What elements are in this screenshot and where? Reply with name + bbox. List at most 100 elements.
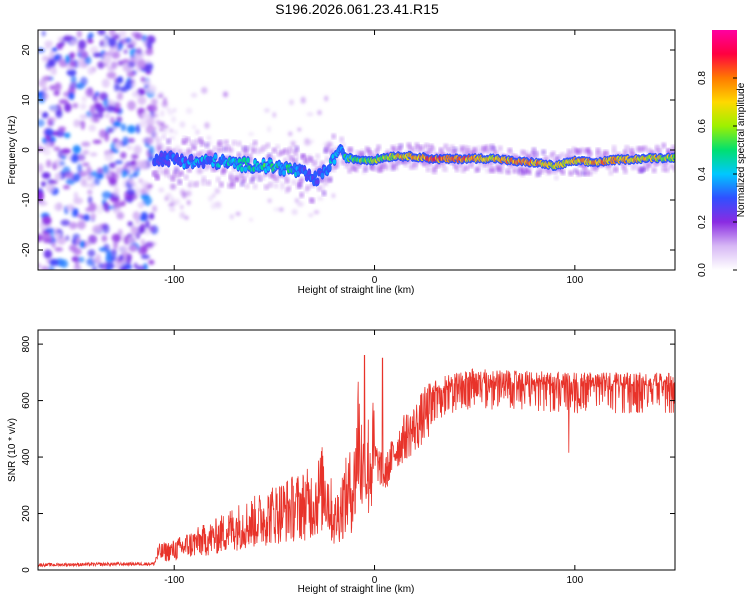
y-tick-label: 0 <box>21 147 32 153</box>
noise-cell <box>102 202 109 212</box>
y-tick-label: -10 <box>21 192 32 207</box>
noise-cell <box>108 128 113 133</box>
noise-cell <box>145 48 154 56</box>
y-tick-label: 0 <box>21 567 32 573</box>
ridge-halo-cell <box>672 165 675 172</box>
ridge-halo-cell <box>294 154 300 161</box>
noise-cell <box>127 137 135 143</box>
noise-cell <box>116 116 123 123</box>
ridge-halo-cell <box>664 166 670 173</box>
ridge-halo-cell <box>412 163 418 170</box>
noise-cell <box>152 103 158 110</box>
noise-cell <box>190 92 198 98</box>
noise-cell <box>140 76 146 83</box>
noise-cell <box>89 104 96 115</box>
noise-cell <box>145 220 150 229</box>
noise-cell <box>300 96 306 104</box>
noise-cell <box>99 39 105 47</box>
noise-cell <box>82 149 90 155</box>
noise-cell <box>65 235 70 241</box>
noise-cell <box>38 142 42 148</box>
noise-cell <box>264 108 270 113</box>
noise-cell <box>61 148 71 154</box>
ridge-halo-cell <box>432 168 438 175</box>
noise-cell <box>89 152 98 157</box>
noise-cell <box>77 220 86 230</box>
noise-cell <box>38 147 45 152</box>
ridge-halo-cell <box>534 151 540 158</box>
ridge-halo-cell <box>384 164 390 171</box>
noise-cell <box>108 162 117 169</box>
noise-cell <box>38 262 42 269</box>
ridge-halo-cell <box>275 176 281 183</box>
ridge-halo-cell <box>553 174 559 181</box>
noise-cell <box>171 116 177 123</box>
ridge-halo-cell <box>225 144 231 151</box>
ridge-cell <box>307 169 312 176</box>
ridge-halo-cell <box>244 145 250 152</box>
noise-cell <box>126 125 136 134</box>
noise-cell <box>117 60 125 66</box>
noise-cell <box>159 127 165 132</box>
noise-cell <box>132 211 141 220</box>
snr-frame <box>37 329 676 571</box>
noise-cell <box>41 172 51 179</box>
noise-cell <box>91 265 98 270</box>
noise-cell <box>80 76 88 86</box>
noise-cell <box>99 106 106 113</box>
colorbar-ticks: 0.0 0.2 0.4 0.6 0.8 <box>697 71 737 277</box>
spectrogram-cells <box>38 30 675 270</box>
noise-cell <box>91 117 100 123</box>
ridge-halo-cell <box>611 149 617 156</box>
ridge-halo-cell <box>419 144 425 151</box>
spectrogram-x-axis: -100 0 100 <box>164 30 584 286</box>
noise-cell <box>184 215 189 220</box>
noise-cell <box>196 168 203 175</box>
noise-cell <box>87 196 93 205</box>
ridge-halo-cell <box>613 166 619 173</box>
ridge-cell <box>166 160 171 166</box>
noise-cell <box>134 160 145 169</box>
noise-cell <box>93 102 103 108</box>
ridge-halo-cell <box>222 166 228 173</box>
ridge-halo-cell <box>331 133 337 140</box>
colorbar: 0.0 0.2 0.4 0.6 0.8 Normalized spectral ampl… <box>697 30 747 277</box>
snr-x-axis: -100 0 100 <box>164 330 584 586</box>
ridge-halo-cell <box>236 140 242 147</box>
noise-cell <box>118 254 124 261</box>
noise-cell <box>88 202 97 213</box>
noise-cell <box>69 61 77 67</box>
noise-cell <box>310 139 314 144</box>
noise-cell <box>144 241 155 248</box>
noise-cell <box>126 254 132 265</box>
noise-cell <box>135 47 143 55</box>
noise-cell <box>134 32 144 41</box>
noise-cell <box>152 204 157 211</box>
noise-cell <box>153 126 157 131</box>
noise-cell <box>212 193 216 198</box>
noise-cell <box>208 195 213 202</box>
noise-cell <box>74 258 80 268</box>
noise-cell <box>110 255 116 263</box>
noise-cell <box>113 186 120 197</box>
noise-cell <box>180 189 186 196</box>
noise-cell <box>48 179 58 185</box>
ridge-halo-cell <box>587 170 593 177</box>
noise-cell <box>135 265 146 270</box>
ridge-halo-cell <box>217 146 223 153</box>
noise-cell <box>132 173 138 178</box>
noise-cell <box>148 225 156 232</box>
ridge-halo-cell <box>218 181 224 188</box>
ridge-halo-cell <box>443 166 449 173</box>
noise-cell <box>165 193 172 197</box>
noise-cell <box>101 234 108 242</box>
ridge-halo-cell <box>305 184 311 191</box>
noise-cell <box>186 200 191 206</box>
noise-cell <box>51 47 58 53</box>
ridge-halo-cell <box>201 179 207 186</box>
ridge-halo-cell <box>595 147 601 154</box>
colorbar-tick-label: 0.4 <box>697 167 708 181</box>
noise-cell <box>79 114 89 120</box>
noise-cell <box>140 254 150 260</box>
ridge-halo-cell <box>550 150 556 157</box>
